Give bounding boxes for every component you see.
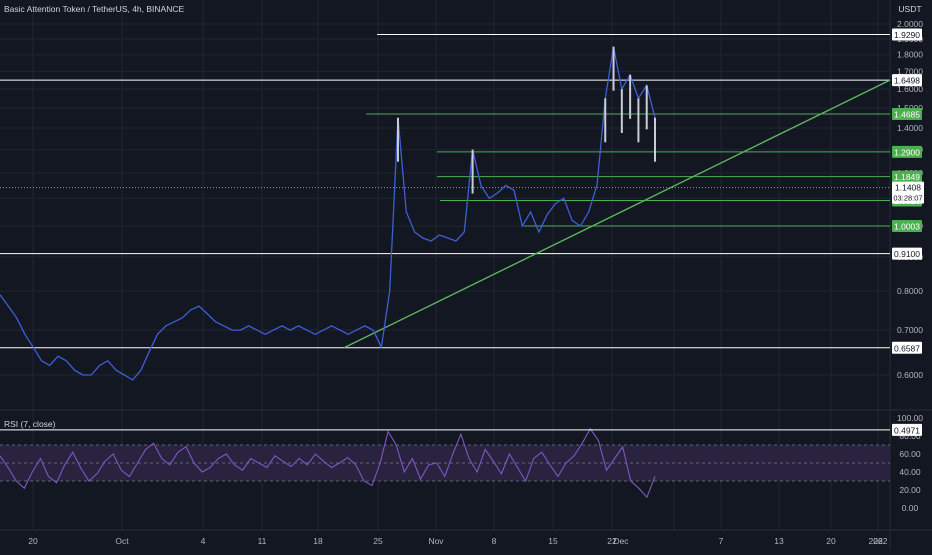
- x-tick-label: 20: [826, 536, 836, 546]
- level-badge-label: 0.4971: [894, 425, 920, 435]
- rsi-tick-label: 40.00: [899, 467, 921, 477]
- countdown-label: 03:28:07: [893, 194, 922, 203]
- rsi-tick-label: 0.00: [902, 503, 919, 513]
- x-tick-label: 18: [313, 536, 323, 546]
- rsi-line: [0, 427, 656, 499]
- level-badge-label: 1.6498: [894, 76, 920, 86]
- x-tick-label: Dec: [613, 536, 629, 546]
- rsi-title: RSI (7, close): [4, 419, 56, 429]
- level-badge-white: [892, 28, 922, 41]
- level-badge-white: [892, 423, 922, 436]
- rsi-tick-label: 100.00: [897, 413, 923, 423]
- level-badge-label: 0.6587: [894, 343, 920, 353]
- level-badge-green: [892, 219, 922, 232]
- y-tick-label: 1.5000: [897, 103, 923, 113]
- last-price-value: 1.1408: [895, 183, 921, 193]
- chart-title: Basic Attention Token / TetherUS, 4h, BI…: [4, 4, 184, 14]
- time-axis: 20 Oct 4 11 18 25 Nov 8 15 22 7 13 20 26 Dec 2022: [28, 536, 887, 546]
- level-badge-label: 1.2900: [894, 147, 920, 157]
- trendline: [343, 79, 891, 349]
- x-tick-label: Oct: [115, 536, 129, 546]
- x-tick-label: 7: [719, 536, 724, 546]
- y-tick-label: 1.4000: [897, 123, 923, 133]
- y-tick-label: 1.7000: [897, 66, 923, 76]
- level-badge-label: 1.0003: [894, 221, 920, 231]
- y-tick-label: 0.8000: [897, 286, 923, 296]
- price-line: [0, 46, 656, 381]
- level-badge-label: 1.9290: [894, 30, 920, 40]
- x-tick-label: Nov: [428, 536, 444, 546]
- price-series: [0, 46, 656, 381]
- x-tick-label: 25: [373, 536, 383, 546]
- x-tick-label: 2022: [869, 536, 888, 546]
- level-badge-green: [892, 145, 922, 158]
- y-tick-label: 2.0000: [897, 19, 923, 29]
- x-tick-label: 8: [492, 536, 497, 546]
- level-badge-label: 1.4685: [894, 110, 920, 120]
- level-badge-white: [892, 74, 922, 87]
- x-tick-label: 20: [28, 536, 38, 546]
- rsi-tick-label: 60.00: [899, 449, 921, 459]
- price-levels: [0, 34, 891, 431]
- y-tick-label: 1.6000: [897, 84, 923, 94]
- rsi-tick-label: 80.00: [899, 431, 921, 441]
- y-tick-label: 0.7000: [897, 325, 923, 335]
- level-badge-label: 1.1849: [894, 172, 920, 182]
- y-tick-label: 1.8000: [897, 50, 923, 60]
- x-tick-label: 4: [201, 536, 206, 546]
- level-badge-white: [892, 247, 922, 260]
- x-tick-label: 11: [258, 536, 267, 546]
- rsi-pane: 100.00 80.00 60.00 40.00 20.00 0.00: [0, 413, 923, 513]
- x-tick-label: 15: [548, 536, 558, 546]
- level-badge-green: [892, 170, 922, 183]
- level-badge-green: [892, 108, 922, 121]
- level-badge-label: 0.9100: [894, 249, 920, 259]
- rsi-tick-label: 20.00: [899, 485, 921, 495]
- level-badge-white: [892, 341, 922, 354]
- currency-label: USDT: [898, 4, 921, 14]
- last-price-badge: [892, 181, 924, 204]
- x-tick-label: 22: [607, 536, 617, 546]
- y-tick-label: 0.6000: [897, 370, 923, 380]
- price-axis: 2.00001.90001.80001.70001.60001.50001.40…: [892, 19, 924, 436]
- x-tick-label: 26: [873, 536, 883, 546]
- x-tick-label: 13: [774, 536, 784, 546]
